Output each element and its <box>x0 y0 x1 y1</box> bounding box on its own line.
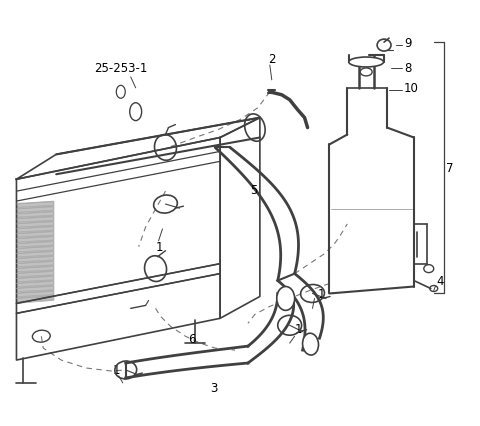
Ellipse shape <box>277 287 295 311</box>
Text: 1: 1 <box>156 241 163 253</box>
Text: 1: 1 <box>295 322 302 335</box>
Ellipse shape <box>349 58 384 68</box>
Text: 7: 7 <box>445 161 453 174</box>
Text: 4: 4 <box>437 274 444 288</box>
Text: 10: 10 <box>404 82 419 95</box>
Text: 9: 9 <box>404 37 411 49</box>
Text: 5: 5 <box>250 183 257 196</box>
Ellipse shape <box>302 334 319 355</box>
Text: 8: 8 <box>404 62 411 75</box>
Text: 3: 3 <box>210 381 217 394</box>
Text: 25-253-1: 25-253-1 <box>94 62 147 75</box>
Text: 1: 1 <box>113 364 120 377</box>
Ellipse shape <box>130 104 142 121</box>
Text: 2: 2 <box>268 52 276 65</box>
Ellipse shape <box>360 69 372 77</box>
Text: 6: 6 <box>188 332 196 345</box>
Text: 1: 1 <box>317 287 325 300</box>
